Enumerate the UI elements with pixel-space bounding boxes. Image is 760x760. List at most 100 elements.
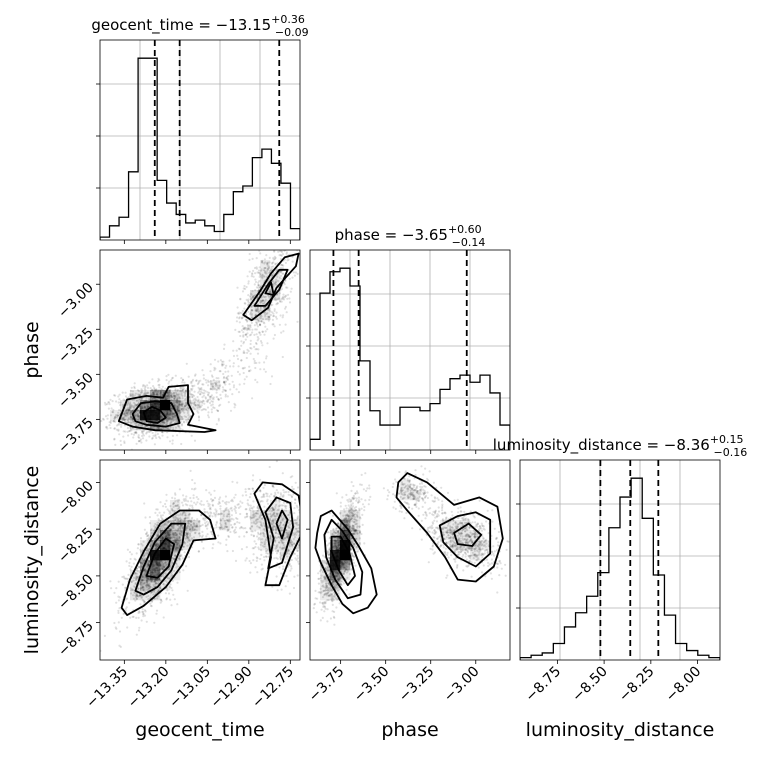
sample-point: [138, 398, 141, 401]
sample-point: [202, 383, 205, 386]
sample-point: [288, 238, 290, 240]
sample-point: [135, 616, 138, 620]
sample-point: [220, 363, 224, 366]
histogram-phase: [310, 267, 510, 450]
sample-point: [235, 320, 238, 323]
sample-point: [294, 557, 297, 560]
sample-point: [143, 384, 146, 387]
sample-point: [183, 551, 186, 554]
sample-point: [212, 512, 216, 515]
sample-point: [267, 261, 270, 264]
sample-point: [252, 534, 255, 537]
sample-point: [129, 406, 132, 409]
sample-point: [277, 505, 280, 508]
sample-point: [136, 414, 139, 417]
sample-point: [256, 352, 260, 355]
sample-point: [272, 521, 275, 525]
sample-point: [271, 303, 274, 306]
sample-point: [112, 411, 115, 414]
sample-point: [296, 574, 299, 577]
sample-point: [157, 534, 160, 537]
sample-point: [178, 539, 181, 542]
sample-point: [258, 361, 261, 364]
sample-point: [271, 506, 274, 509]
sample-point: [203, 508, 206, 511]
sample-point: [136, 393, 140, 396]
sample-point: [178, 425, 181, 429]
sample-point: [244, 527, 247, 530]
sample-point: [226, 395, 229, 398]
sample-point: [227, 370, 230, 373]
sample-point: [251, 514, 254, 517]
sample-point: [197, 550, 200, 553]
sample-point: [130, 416, 133, 419]
sample-point: [268, 315, 271, 318]
sample-point: [167, 509, 170, 512]
sample-point: [260, 521, 263, 524]
sample-point: [114, 394, 117, 397]
sample-point: [132, 409, 135, 412]
sample-point: [251, 331, 254, 334]
sample-point: [215, 377, 218, 380]
sample-point: [285, 533, 288, 536]
sample-point: [219, 403, 222, 406]
sample-point: [177, 545, 181, 548]
density-cell: [260, 290, 271, 301]
sample-point: [156, 582, 159, 586]
sample-point: [196, 524, 199, 528]
sample-point: [141, 608, 144, 611]
sample-point: [141, 558, 144, 561]
sample-point: [166, 524, 169, 527]
sample-point: [271, 261, 274, 264]
density-cell: [160, 420, 171, 431]
sample-point: [213, 381, 217, 384]
sample-point: [191, 506, 194, 509]
sample-point: [122, 417, 125, 420]
sample-point: [143, 614, 147, 617]
sample-point: [285, 509, 288, 512]
sample-point: [262, 528, 265, 531]
sample-point: [169, 410, 172, 413]
sample-point: [151, 388, 154, 391]
sample-point: [140, 562, 143, 565]
sample-point: [239, 298, 242, 301]
sample-point: [198, 390, 201, 393]
sample-point: [173, 396, 176, 399]
sample-point: [178, 397, 181, 400]
sample-point: [136, 403, 139, 407]
sample-point: [127, 573, 130, 577]
sample-point: [113, 417, 116, 420]
sample-point: [158, 511, 161, 514]
sample-point: [287, 293, 290, 296]
sample-point: [167, 592, 171, 595]
sample-point: [263, 528, 266, 531]
sample-point: [155, 582, 158, 585]
sample-point: [266, 498, 269, 501]
sample-point: [176, 400, 179, 403]
sample-point: [195, 525, 199, 528]
sample-point: [190, 500, 193, 503]
sample-point: [291, 543, 294, 547]
sample-point: [164, 505, 167, 508]
sample-point: [273, 281, 276, 284]
sample-point: [204, 378, 207, 382]
sample-point: [266, 500, 269, 503]
hist-panel-phase: phase = −3.65+0.60 −0.14: [306, 223, 511, 451]
sample-point: [165, 520, 168, 523]
sample-point: [146, 580, 149, 584]
sample-point: [187, 500, 190, 503]
sample-point: [294, 527, 297, 531]
sample-point: [211, 375, 214, 378]
sample-point: [165, 563, 169, 566]
sample-point: [176, 400, 179, 403]
sample-point: [161, 566, 164, 569]
sample-point: [170, 420, 173, 423]
sample-point: [270, 520, 273, 523]
sample-point: [170, 408, 173, 411]
sample-point: [170, 413, 173, 416]
sample-point: [199, 388, 202, 391]
sample-point: [279, 257, 282, 261]
title-main: luminosity_distance = −8.36: [493, 436, 710, 455]
sample-point: [132, 436, 135, 439]
sample-point: [179, 520, 182, 523]
